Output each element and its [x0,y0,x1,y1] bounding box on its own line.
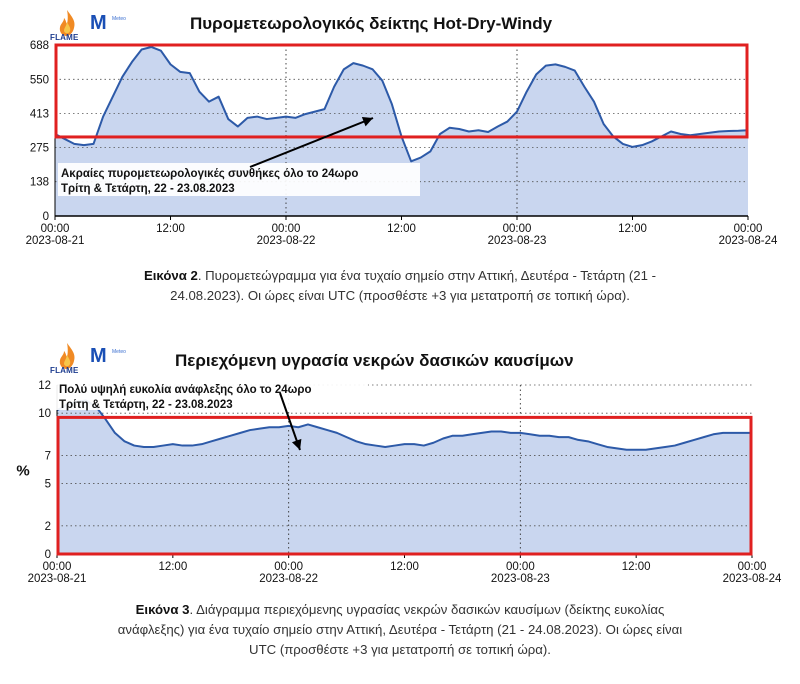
chart-2-arrow-line [279,392,301,451]
flame-logo: FLAME [50,8,84,42]
chart-1-caption-text-1: . Πυρομετεώγραμμα για ένα τυχαίο σημείο … [197,268,657,283]
chart-2-xtick-date-0: 2023-08-21 [28,573,87,585]
chart-1-xtick-date-6: 2023-08-24 [719,235,778,247]
chart-2-caption-text-3: UTC (προσθέστε +3 για μετατροπή σε τοπικ… [249,642,551,657]
chart-1-xtick-time-1: 12:00 [156,223,185,235]
chart-2-caption-text-2: ανάφλεξης) για ένα τυχαίο σημείο στην Ατ… [117,622,683,637]
chart-1-arrow-line [249,117,374,168]
meteo-logo-mark-2: M [90,345,107,367]
chart-1-title: Πυρομετεωρολογικός δείκτης Hot-Dry-Windy [190,14,553,33]
meteo-logo-text-2: Meteo [112,349,126,355]
chart-2-caption-label: Εικόνα 3 [135,602,190,617]
chart-1-ytick-5: 688 [30,40,49,52]
chart-2-annotation-line2: Τρίτη & Τετάρτη, 22 - 23.08.2023 [59,399,233,411]
chart-2-ytick-1: 2 [45,521,51,533]
chart-2-threshold-box [56,415,753,556]
chart-2-xtick-time-4: 00:00 [506,561,535,573]
flame-icon [59,343,75,369]
chart-1-annotation-line2: Τρίτη & Τετάρτη, 22 - 23.08.2023 [61,183,235,195]
chart-2-ylabel: % [16,463,29,480]
chart-2-xtick-time-2: 00:00 [274,561,303,573]
chart-2-title: Περιεχόμενη υγρασία νεκρών δασικών καυσί… [175,351,574,370]
chart-2-xtick-date-6: 2023-08-24 [723,573,782,585]
chart-2-xtick-time-1: 12:00 [158,561,187,573]
chart-1-threshold-box [54,43,749,139]
chart-1-xtick-time-5: 12:00 [618,223,647,235]
chart-2-caption-text-1: . Διάγραμμα περιεχόμενης υγρασίας νεκρών… [189,602,665,617]
chart-1-xtick-time-3: 12:00 [387,223,416,235]
chart-2-ytick-2: 5 [45,479,51,491]
flame-logo-2: FLAME [50,341,84,375]
chart-1-caption-text-2: 24.08.2023). Οι ώρες είναι UTC (προσθέστ… [170,288,630,303]
chart-2-xtick-date-4: 2023-08-23 [491,573,550,585]
chart-2-area [57,400,752,554]
chart-1-arrow-head [361,117,373,127]
chart-1-annotation-line1: Ακραίες πυρομετεωρολογικές συνθήκες όλο … [61,168,358,180]
chart-2-arrow-head [291,438,302,450]
chart-1-caption: Εικόνα 2. Πυρομετεώγραμμα για ένα τυχαίο… [0,266,800,306]
chart-2-caption: Εικόνα 3. Διάγραμμα περιεχόμενης υγρασία… [0,600,800,660]
chart-2-xtick-time-5: 12:00 [622,561,651,573]
chart-1-annotation-bg [58,163,420,196]
meteo-logo-text: Meteo [112,16,126,22]
chart-1-xtick-time-6: 00:00 [734,223,763,235]
flame-logo-text: FLAME [50,33,79,42]
chart-1-ytick-2: 275 [30,143,49,155]
chart-1-xtick-date-4: 2023-08-23 [488,235,547,247]
meteo-logo: M Meteo [90,12,140,38]
flame-icon [59,10,75,36]
chart-2-annotation-bg [56,379,368,410]
chart-1-xtick-time-4: 00:00 [503,223,532,235]
chart-2-line [56,399,752,451]
chart-2-xtick-time-6: 00:00 [738,561,767,573]
chart-1-xtick-time-0: 00:00 [41,223,70,235]
meteo-logo-2: M Meteo [90,345,140,371]
chart-1-xtick-date-0: 2023-08-21 [26,235,85,247]
chart-1-ytick-0: 0 [43,211,49,223]
chart-2-ytick-3: 7 [45,450,51,462]
chart-1-ytick-3: 413 [30,108,49,120]
chart-2-annotation-line1: Πολύ υψηλή ευκολία ανάφλεξης όλο το 24ωρ… [59,384,311,396]
chart-2-ytick-4: 10 [38,408,51,420]
chart-1-caption-label: Εικόνα 2 [143,268,198,283]
chart-1-xtick-date-2: 2023-08-22 [257,235,316,247]
chart-1-xtick-time-2: 00:00 [272,223,301,235]
chart-1-ytick-1: 138 [30,177,49,189]
meteo-logo-mark: M [90,12,107,34]
chart-2-ytick-5: 12 [38,380,51,392]
chart-2-xtick-date-2: 2023-08-22 [259,573,318,585]
flame-logo-text-2: FLAME [50,366,79,375]
chart-2-ytick-0: 0 [45,549,51,561]
chart-2-xtick-time-3: 12:00 [390,561,419,573]
chart-2-xtick-time-0: 00:00 [43,561,72,573]
chart-1-ytick-4: 550 [30,74,49,86]
